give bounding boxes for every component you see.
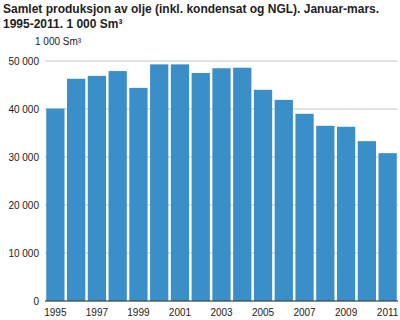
y-tick-label: 0 (33, 296, 39, 307)
bar (358, 141, 376, 301)
x-tick-label: 1995 (44, 307, 67, 318)
y-label: 1 000 Sm³ (35, 36, 82, 47)
bar (378, 153, 396, 301)
chart-container: Samlet produksjon av olje (inkl. kondens… (0, 0, 400, 320)
x-tick-label: 1997 (86, 307, 109, 318)
x-axis (45, 301, 398, 302)
x-tick-label: 2001 (169, 307, 192, 318)
bar (129, 88, 147, 301)
bar (88, 76, 106, 301)
bar (316, 126, 334, 301)
y-tick-label: 30 000 (8, 152, 39, 163)
grid-line (45, 61, 398, 62)
bar (171, 64, 189, 301)
subtitle: 1995-2011. 1 000 Sm³ (3, 17, 122, 31)
y-tick-label: 20 000 (8, 200, 39, 211)
bars (46, 64, 397, 301)
bar (67, 79, 85, 301)
x-tick-label: 2007 (293, 307, 316, 318)
y-tick-label: 40 000 (8, 104, 39, 115)
x-tick-label: 2011 (377, 307, 399, 318)
grid (45, 61, 398, 301)
bar (233, 68, 251, 301)
bar (337, 127, 355, 301)
x-tick-label: 1999 (127, 307, 150, 318)
x-tick-label: 2005 (252, 307, 275, 318)
x-tick-label: 2009 (335, 307, 358, 318)
y-tick-label: 10 000 (8, 248, 39, 259)
bar (295, 114, 313, 301)
bar (275, 100, 293, 301)
grid-line (45, 301, 398, 302)
bar (150, 64, 168, 301)
chart: Samlet produksjon av olje (inkl. kondens… (0, 0, 400, 320)
title: Samlet produksjon av olje (inkl. kondens… (3, 2, 379, 16)
x-tick-label: 2003 (210, 307, 233, 318)
bar (46, 109, 64, 301)
bar (109, 71, 127, 301)
bar (192, 73, 210, 301)
bar (254, 90, 272, 301)
bar (212, 68, 230, 301)
y-tick-label: 50 000 (8, 56, 39, 67)
